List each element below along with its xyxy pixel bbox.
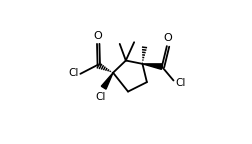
Text: O: O: [163, 33, 172, 43]
Text: Cl: Cl: [68, 68, 78, 78]
Text: Cl: Cl: [175, 78, 186, 88]
Polygon shape: [101, 73, 113, 89]
Polygon shape: [142, 64, 162, 69]
Text: O: O: [93, 31, 102, 41]
Text: Cl: Cl: [96, 92, 106, 102]
